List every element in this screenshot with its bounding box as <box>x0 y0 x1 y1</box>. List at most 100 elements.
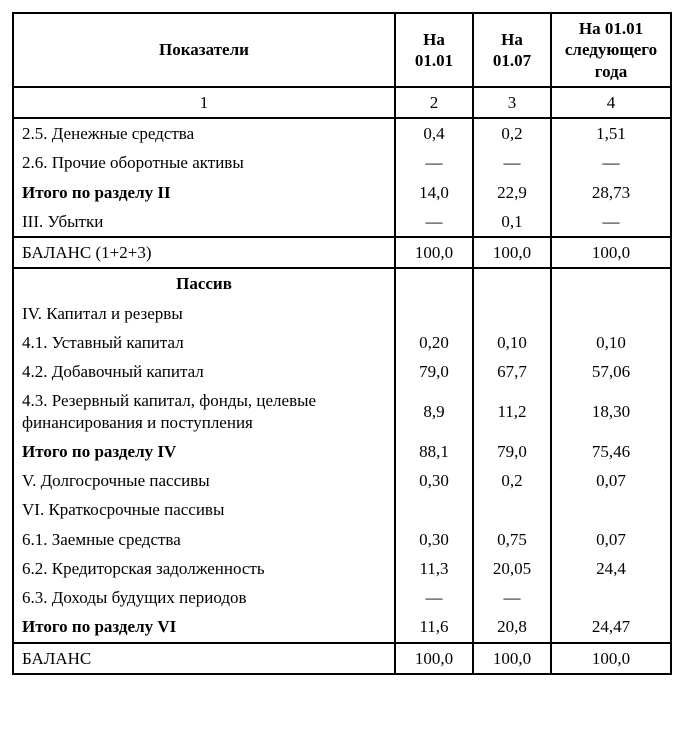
row-label: Итого по разделу II <box>13 178 395 207</box>
table-row: III. Убытки — 0,1 — <box>13 207 671 237</box>
row-val <box>551 495 671 524</box>
colnum-4: 4 <box>551 87 671 118</box>
row-label: III. Убытки <box>13 207 395 237</box>
row-val: 11,6 <box>395 612 473 642</box>
row-val: 88,1 <box>395 437 473 466</box>
row-val: — <box>551 207 671 237</box>
row-val: 0,2 <box>473 466 551 495</box>
row-val: 11,2 <box>473 386 551 437</box>
row-val: — <box>395 148 473 177</box>
row-val: 8,9 <box>395 386 473 437</box>
table-header-row: Показатели На 01.01 На 01.07 На 01.01 сл… <box>13 13 671 87</box>
table-row: Пассив <box>13 268 671 298</box>
colnum-1: 1 <box>13 87 395 118</box>
row-val: 75,46 <box>551 437 671 466</box>
row-val: 0,07 <box>551 525 671 554</box>
row-val <box>551 299 671 328</box>
balance-table: Показатели На 01.01 На 01.07 На 01.01 сл… <box>12 12 672 675</box>
table-row: VI. Краткосрочные пассивы <box>13 495 671 524</box>
row-val: 0,75 <box>473 525 551 554</box>
row-val: 100,0 <box>395 643 473 674</box>
row-val <box>395 268 473 298</box>
row-label: 6.2. Кредиторская задолженность <box>13 554 395 583</box>
row-label: Итого по разделу VI <box>13 612 395 642</box>
row-val: 0,4 <box>395 118 473 148</box>
row-val: — <box>473 148 551 177</box>
row-val: 0,07 <box>551 466 671 495</box>
row-val: 11,3 <box>395 554 473 583</box>
row-label: 2.5. Денежные средства <box>13 118 395 148</box>
row-label: 6.1. Заемные средства <box>13 525 395 554</box>
row-val: 100,0 <box>395 237 473 268</box>
table-row: 4.2. Добавочный капитал 79,0 67,7 57,06 <box>13 357 671 386</box>
table-row: 2.6. Прочие оборотные активы — — — <box>13 148 671 177</box>
row-label: IV. Капитал и резервы <box>13 299 395 328</box>
row-val: 20,05 <box>473 554 551 583</box>
table-row: V. Долгосрочные пассивы 0,30 0,2 0,07 <box>13 466 671 495</box>
table-row: 6.3. Доходы будущих периодов — — <box>13 583 671 612</box>
table-row: 6.2. Кредиторская задолженность 11,3 20,… <box>13 554 671 583</box>
table-row: 4.1. Уставный капитал 0,20 0,10 0,10 <box>13 328 671 357</box>
row-val <box>473 268 551 298</box>
row-label: Итого по разделу IV <box>13 437 395 466</box>
row-label: 6.3. Доходы будущих периодов <box>13 583 395 612</box>
row-val: 79,0 <box>395 357 473 386</box>
header-col3: На 01.07 <box>473 13 551 87</box>
row-val <box>395 495 473 524</box>
row-val: 79,0 <box>473 437 551 466</box>
row-label: 4.2. Добавочный капитал <box>13 357 395 386</box>
row-val: 24,4 <box>551 554 671 583</box>
row-val: 100,0 <box>473 237 551 268</box>
row-val: 57,06 <box>551 357 671 386</box>
row-val: 0,2 <box>473 118 551 148</box>
table-row: БАЛАНС (1+2+3) 100,0 100,0 100,0 <box>13 237 671 268</box>
row-val: — <box>551 148 671 177</box>
row-val: 100,0 <box>551 237 671 268</box>
row-label: VI. Краткосрочные пассивы <box>13 495 395 524</box>
row-val: 24,47 <box>551 612 671 642</box>
table-row: Итого по разделу IV 88,1 79,0 75,46 <box>13 437 671 466</box>
row-val: 0,10 <box>473 328 551 357</box>
table-row: Итого по разделу VI 11,6 20,8 24,47 <box>13 612 671 642</box>
row-label: V. Долгосрочные пассивы <box>13 466 395 495</box>
table-row: 4.3. Резервный капитал, фонды, целевые ф… <box>13 386 671 437</box>
table-colnum-row: 1 2 3 4 <box>13 87 671 118</box>
table-row: Итого по разделу II 14,0 22,9 28,73 <box>13 178 671 207</box>
table-row: БАЛАНС 100,0 100,0 100,0 <box>13 643 671 674</box>
row-val: — <box>395 583 473 612</box>
row-val: 28,73 <box>551 178 671 207</box>
row-label: БАЛАНС (1+2+3) <box>13 237 395 268</box>
header-col4: На 01.01 следующего года <box>551 13 671 87</box>
row-val: 0,1 <box>473 207 551 237</box>
row-val: 100,0 <box>551 643 671 674</box>
row-val <box>551 583 671 612</box>
header-indicators: Показатели <box>13 13 395 87</box>
row-val: — <box>473 583 551 612</box>
colnum-2: 2 <box>395 87 473 118</box>
row-label: 4.1. Уставный капитал <box>13 328 395 357</box>
table-row: IV. Капитал и резервы <box>13 299 671 328</box>
row-val: 14,0 <box>395 178 473 207</box>
row-val <box>473 299 551 328</box>
row-val <box>551 268 671 298</box>
row-val: 67,7 <box>473 357 551 386</box>
colnum-3: 3 <box>473 87 551 118</box>
row-label: 2.6. Прочие оборотные активы <box>13 148 395 177</box>
row-val: 18,30 <box>551 386 671 437</box>
section-title-passiv: Пассив <box>13 268 395 298</box>
row-val: 0,30 <box>395 466 473 495</box>
row-val: — <box>395 207 473 237</box>
header-col2: На 01.01 <box>395 13 473 87</box>
row-val: 0,30 <box>395 525 473 554</box>
table-row: 2.5. Денежные средства 0,4 0,2 1,51 <box>13 118 671 148</box>
row-val: 22,9 <box>473 178 551 207</box>
row-val: 100,0 <box>473 643 551 674</box>
row-label: БАЛАНС <box>13 643 395 674</box>
row-val <box>473 495 551 524</box>
row-val: 0,20 <box>395 328 473 357</box>
row-val: 1,51 <box>551 118 671 148</box>
row-label: 4.3. Резервный капитал, фонды, целевые ф… <box>13 386 395 437</box>
row-val <box>395 299 473 328</box>
row-val: 0,10 <box>551 328 671 357</box>
table-row: 6.1. Заемные средства 0,30 0,75 0,07 <box>13 525 671 554</box>
